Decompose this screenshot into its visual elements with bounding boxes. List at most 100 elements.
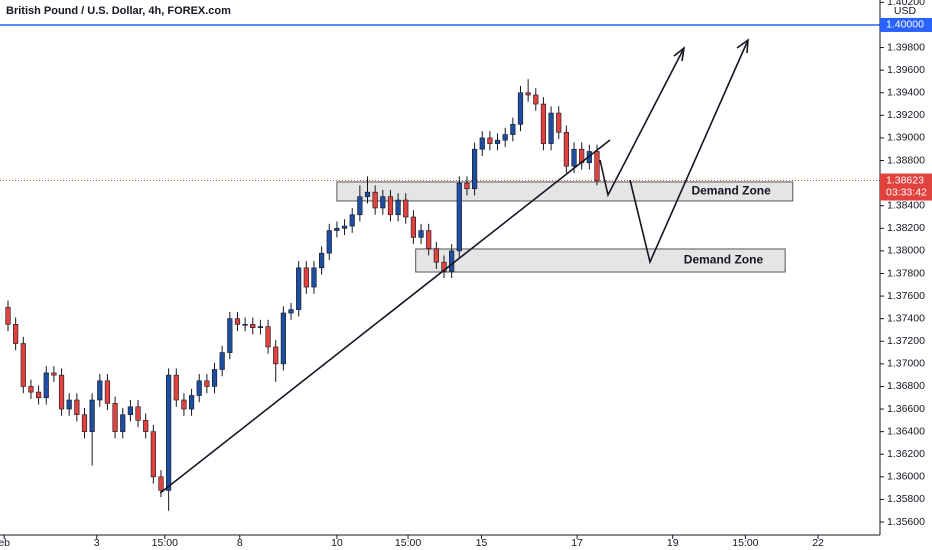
x-tick-label: 17 <box>571 537 583 549</box>
candle-body <box>51 372 57 376</box>
candle-body <box>58 374 65 410</box>
candle-body <box>250 324 256 329</box>
candle-body <box>188 395 195 410</box>
y-tick-label: 1.38000 <box>887 245 925 257</box>
last-price-box <box>880 173 932 201</box>
candle-body <box>410 216 416 238</box>
currency-label: USD <box>894 5 917 17</box>
y-tick-label: 1.39400 <box>887 87 925 99</box>
candle-body <box>196 380 202 396</box>
candle-body <box>211 369 218 387</box>
candle-body <box>487 137 493 144</box>
candle-body <box>219 352 225 370</box>
y-tick-label: 1.37000 <box>887 358 925 370</box>
candle-body <box>257 326 264 329</box>
y-tick-label: 1.36600 <box>887 403 925 415</box>
candle-body <box>135 406 141 421</box>
candle-body <box>296 267 302 310</box>
candle-body <box>395 199 401 216</box>
candle-body <box>502 134 508 141</box>
y-tick-label: 1.36800 <box>887 380 925 392</box>
y-tick-label: 1.39000 <box>887 132 925 144</box>
y-tick-label: 1.36200 <box>887 448 925 460</box>
candle-body <box>28 386 34 393</box>
x-tick-label: 15:00 <box>395 537 421 549</box>
y-tick-label: 1.38800 <box>887 154 925 166</box>
candle-body <box>472 148 478 190</box>
candle-body <box>43 372 49 399</box>
candle-body <box>426 230 432 249</box>
candle-body <box>556 112 562 133</box>
candle-body <box>456 182 462 252</box>
candle-body <box>104 380 111 404</box>
candle-body <box>387 196 394 216</box>
candle-body <box>540 103 547 144</box>
x-tick-label: 15:00 <box>732 537 758 549</box>
candle-body <box>418 230 424 238</box>
candle-body <box>234 318 241 325</box>
candle-body <box>97 380 103 401</box>
candle-body <box>403 199 409 218</box>
y-tick-label: 1.37400 <box>887 312 925 324</box>
y-tick-label: 1.36000 <box>887 471 925 483</box>
y-tick-label: 1.35800 <box>887 493 925 505</box>
projection-arrows <box>599 38 749 265</box>
candle-body <box>517 92 524 125</box>
y-tick-label: 1.37800 <box>887 267 925 279</box>
y-tick-label: 1.38400 <box>887 199 925 211</box>
plot-area: Demand Zone Demand Zone <box>0 24 880 511</box>
candle-body <box>326 230 332 254</box>
level-price-box <box>880 17 932 32</box>
candle-body <box>173 374 179 401</box>
y-tick-label: 1.39200 <box>887 109 925 121</box>
candle-body <box>494 139 501 144</box>
candle-body <box>571 148 577 167</box>
countdown-label: 03:33:42 <box>886 186 927 198</box>
candle-body <box>563 131 569 167</box>
candle-body <box>150 431 156 478</box>
chart-title: British Pound / U.S. Dollar, 4h, FOREX.c… <box>6 5 231 17</box>
y-tick-label: 1.36400 <box>887 425 925 437</box>
candle-body <box>74 399 80 415</box>
arrow-path <box>599 47 685 198</box>
candle-body <box>525 92 531 96</box>
candle-body <box>479 137 485 150</box>
candle-body <box>548 112 554 144</box>
candle-body <box>510 124 516 135</box>
candle-body <box>334 228 340 231</box>
candle-body <box>13 324 19 344</box>
candle-body <box>81 414 88 432</box>
x-tick-label: 19 <box>667 537 679 549</box>
arrow-head <box>673 46 686 62</box>
trendline <box>159 139 611 494</box>
y-tick-label: 1.40200 <box>887 0 925 8</box>
candle-body <box>372 191 378 209</box>
candle-body <box>66 399 72 410</box>
candle-body <box>112 403 118 432</box>
x-tick-label: 22 <box>812 537 824 549</box>
y-tick-label: 1.35600 <box>887 516 925 528</box>
candle-body <box>120 414 126 432</box>
candle-body <box>533 94 539 105</box>
candle-body <box>288 309 294 314</box>
zone-label: Demand Zone <box>684 253 764 267</box>
y-tick-label: 1.37600 <box>887 290 925 302</box>
candle-body <box>594 151 600 182</box>
demand-zone <box>415 248 786 273</box>
candle-body <box>433 248 439 263</box>
candle-body <box>380 196 386 209</box>
candle-body <box>143 420 149 432</box>
candle-body <box>273 346 279 365</box>
candle-body <box>464 182 470 190</box>
candle-body <box>449 250 455 272</box>
arrow-head <box>736 38 749 54</box>
x-tick-label: 3 <box>94 537 100 549</box>
x-tick-label: 15 <box>476 537 488 549</box>
zone-label: Demand Zone <box>691 184 771 198</box>
candle-body <box>280 312 286 365</box>
candle-body <box>20 343 26 387</box>
candle-body <box>349 214 355 227</box>
